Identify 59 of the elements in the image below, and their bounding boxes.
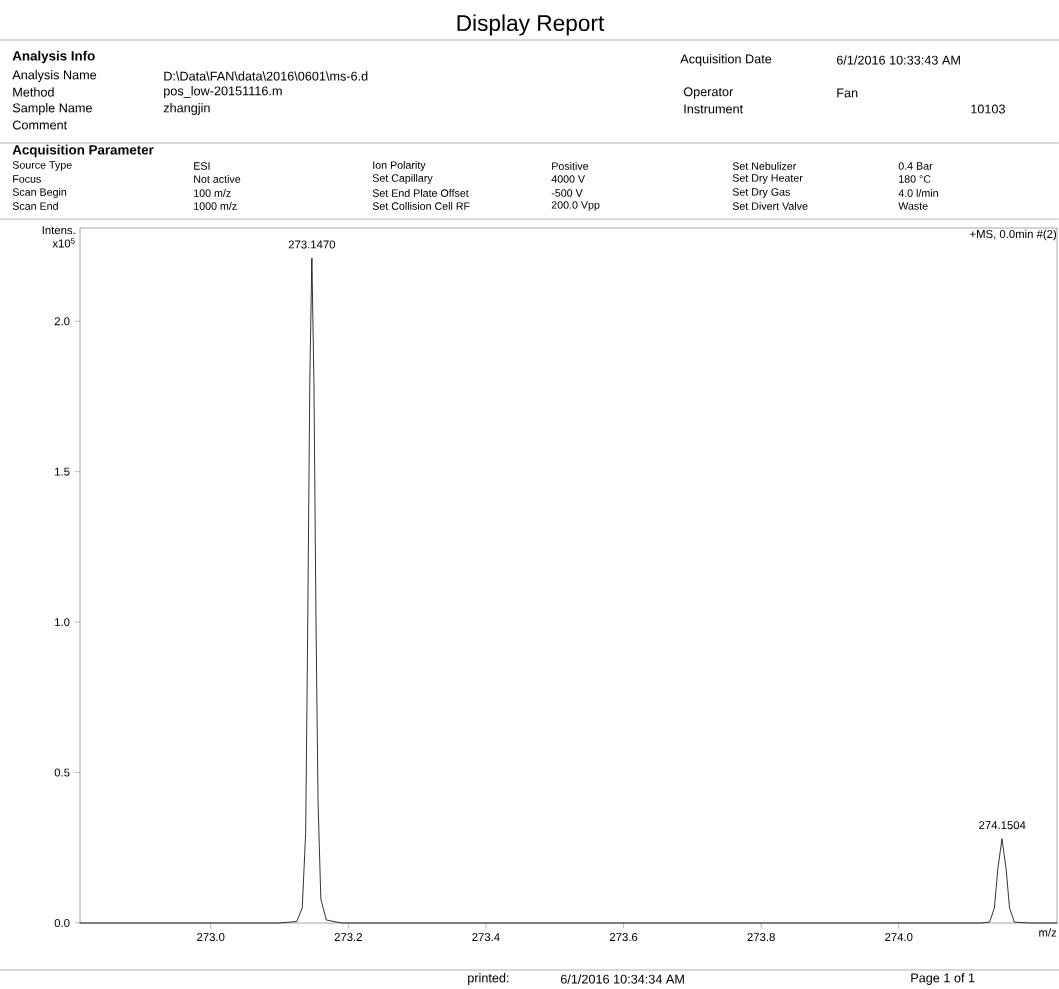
text: 100 m/z [194, 189, 231, 197]
text: Set Dry Gas [732, 188, 790, 198]
text: Ion Polarity [373, 161, 426, 171]
text: Method [13, 87, 54, 97]
text: 200.0 Vpp [551, 201, 600, 211]
text: Sample Name [12, 103, 92, 115]
text: Set Divert Valve [732, 202, 808, 210]
text: Not active [194, 175, 241, 183]
text: Acquisition Date [680, 54, 772, 66]
text: Positive [552, 162, 589, 170]
text: 6/1/2016 10:33:43 AM [836, 55, 960, 65]
text: 10103 [971, 104, 1005, 114]
text: Set End Plate Offset [372, 189, 469, 197]
text: 1000 m/z [194, 202, 237, 210]
text: Set Dry Heater [732, 174, 803, 184]
text: Acquisition Parameter [12, 144, 154, 158]
text: 6/1/2016 10:34:34 AM [560, 974, 684, 984]
text: Set Nebulizer [732, 162, 797, 170]
text: zhangjin [163, 103, 210, 115]
text: Operator [683, 87, 734, 99]
y-tick-label: 2.0 [54, 317, 70, 326]
text: Instrument [684, 104, 744, 114]
y-tick-label: 1.0 [55, 618, 70, 627]
text: -500 V [551, 189, 583, 197]
text: pos_low-20151116.m [164, 86, 282, 98]
text: 180 °C [899, 175, 931, 183]
chart-title: Display Report [457, 14, 605, 36]
x-tick-label: 273.6 [609, 933, 638, 942]
text: Waste [898, 202, 928, 210]
text: ESI [194, 162, 210, 170]
text: Set Capillary [372, 174, 433, 184]
annotation: 273.1470 [288, 240, 336, 249]
x-tick-label: 273.8 [747, 933, 775, 942]
x-tick-label: 274.0 [885, 933, 913, 942]
text: Focus [13, 175, 41, 183]
text: Page 1 of 1 [911, 973, 975, 985]
text: Comment [12, 120, 68, 130]
annotation: 274.1504 [979, 821, 1026, 830]
text: Scan Begin [12, 188, 67, 198]
x-axis-title: m/z [1039, 928, 1057, 937]
source-note: Source Type [12, 161, 72, 171]
text: Analysis Name [12, 70, 97, 82]
y-tick-label: 1.5 [55, 467, 70, 476]
text: Analysis Info [12, 50, 95, 64]
text: 0.4 Bar [898, 162, 933, 170]
text: Set Collision Cell RF [372, 202, 470, 210]
y-axis-title: Intens. x10$^{5}$ [42, 226, 75, 248]
x-tick-label: 273.0 [197, 933, 225, 942]
text: 4.0 l/min [898, 189, 938, 197]
text: 4000 V [551, 175, 586, 183]
x-tick-label: 273.4 [472, 933, 500, 942]
text: D:\Data\FAN\data\2016\0601\ms-6.d [164, 71, 368, 81]
y-tick-label: 0.5 [54, 768, 70, 777]
annotation: +MS, 0.0min #(2) [970, 229, 1057, 241]
y-tick-label: 0.0 [54, 919, 70, 928]
text: printed: [468, 973, 509, 985]
x-tick-label: 273.2 [334, 933, 362, 942]
text: Fan [837, 88, 858, 98]
text: Scan End [12, 202, 58, 210]
